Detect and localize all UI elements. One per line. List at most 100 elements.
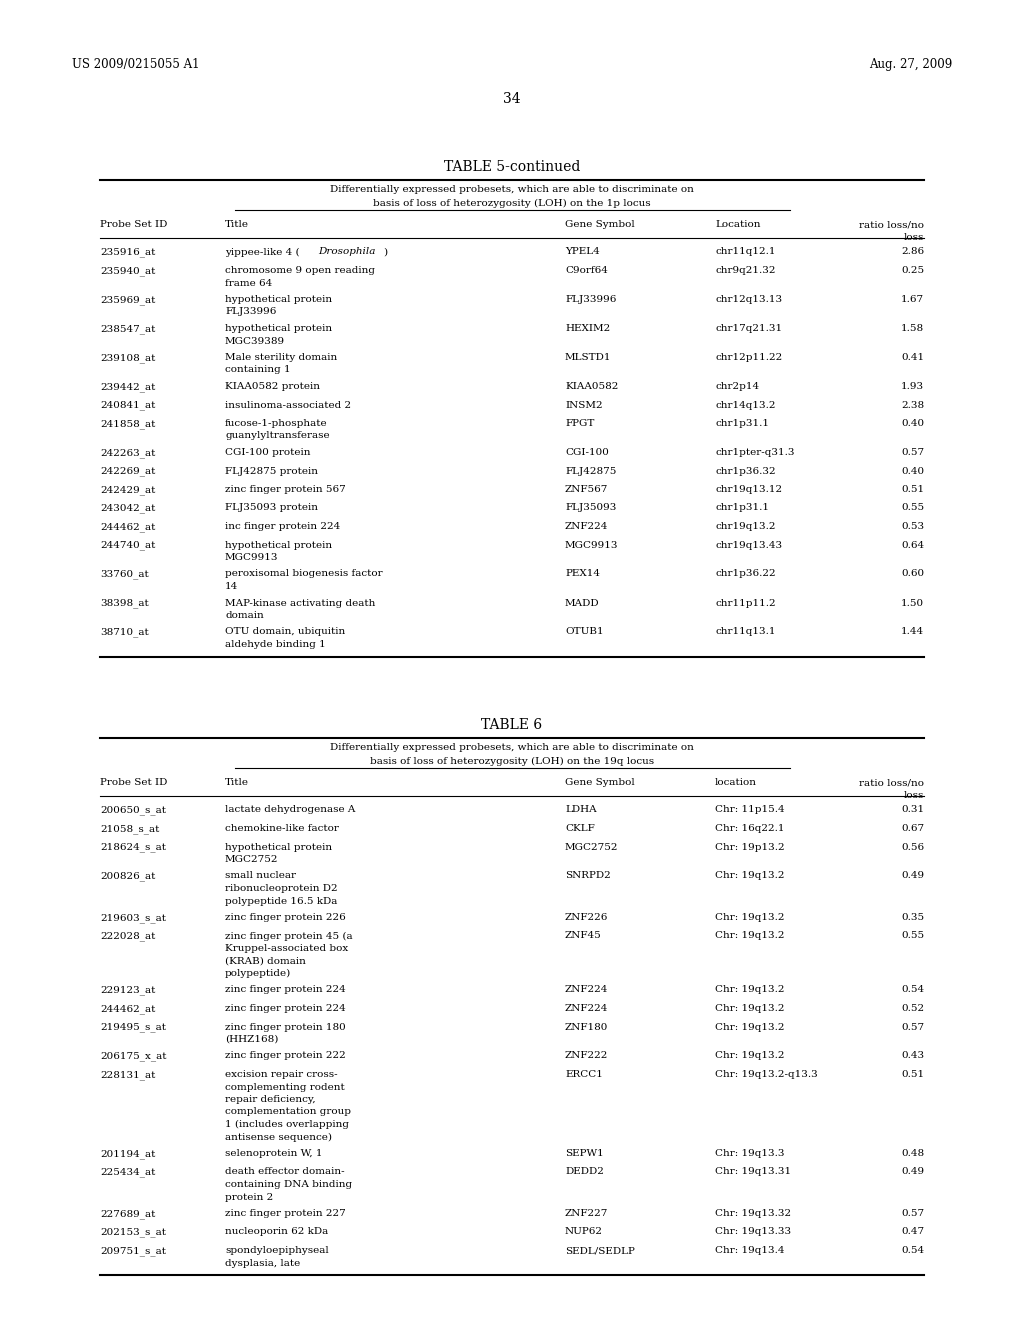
Text: 239442_at: 239442_at: [100, 381, 156, 392]
Text: 1.67: 1.67: [901, 294, 924, 304]
Text: MLSTD1: MLSTD1: [565, 352, 611, 362]
Text: chr12p11.22: chr12p11.22: [715, 352, 782, 362]
Text: SEPW1: SEPW1: [565, 1148, 604, 1158]
Text: PEX14: PEX14: [565, 569, 600, 578]
Text: antisense sequence): antisense sequence): [225, 1133, 332, 1142]
Text: ZNF567: ZNF567: [565, 484, 608, 494]
Text: guanylyltransferase: guanylyltransferase: [225, 432, 330, 441]
Text: 0.55: 0.55: [901, 932, 924, 940]
Text: zinc finger protein 180: zinc finger protein 180: [225, 1023, 346, 1031]
Text: Chr: 19q13.2: Chr: 19q13.2: [715, 986, 784, 994]
Text: (HHZ168): (HHZ168): [225, 1035, 279, 1044]
Text: FLJ42875 protein: FLJ42875 protein: [225, 466, 318, 475]
Text: 0.51: 0.51: [901, 484, 924, 494]
Text: 0.56: 0.56: [901, 842, 924, 851]
Text: MGC9913: MGC9913: [565, 540, 618, 549]
Text: 0.55: 0.55: [901, 503, 924, 512]
Text: OTU domain, ubiquitin: OTU domain, ubiquitin: [225, 627, 345, 636]
Text: aldehyde binding 1: aldehyde binding 1: [225, 640, 326, 649]
Text: 229123_at: 229123_at: [100, 986, 156, 995]
Text: lactate dehydrogenase A: lactate dehydrogenase A: [225, 805, 355, 814]
Text: 235969_at: 235969_at: [100, 294, 156, 305]
Text: chr1pter-q31.3: chr1pter-q31.3: [715, 447, 795, 457]
Text: chr1p31.1: chr1p31.1: [715, 418, 769, 428]
Text: chr19q13.43: chr19q13.43: [715, 540, 782, 549]
Text: ZNF45: ZNF45: [565, 932, 602, 940]
Text: YPEL4: YPEL4: [565, 248, 600, 256]
Text: 209751_s_at: 209751_s_at: [100, 1246, 166, 1255]
Text: ZNF226: ZNF226: [565, 913, 608, 921]
Text: US 2009/0215055 A1: US 2009/0215055 A1: [72, 58, 200, 71]
Text: 38398_at: 38398_at: [100, 598, 148, 609]
Text: Probe Set ID: Probe Set ID: [100, 777, 167, 787]
Text: ratio loss/no: ratio loss/no: [859, 220, 924, 228]
Text: MAP-kinase activating death: MAP-kinase activating death: [225, 598, 376, 607]
Text: MGC2752: MGC2752: [565, 842, 618, 851]
Text: zinc finger protein 45 (a: zinc finger protein 45 (a: [225, 932, 352, 941]
Text: 34: 34: [503, 92, 521, 106]
Text: 0.57: 0.57: [901, 447, 924, 457]
Text: CGI-100 protein: CGI-100 protein: [225, 447, 310, 457]
Text: ZNF224: ZNF224: [565, 986, 608, 994]
Text: 219603_s_at: 219603_s_at: [100, 913, 166, 923]
Text: MGC9913: MGC9913: [225, 553, 279, 562]
Text: hypothetical protein: hypothetical protein: [225, 540, 332, 549]
Text: 0.53: 0.53: [901, 521, 924, 531]
Text: ribonucleoprotein D2: ribonucleoprotein D2: [225, 884, 338, 894]
Text: 2.86: 2.86: [901, 248, 924, 256]
Text: HEXIM2: HEXIM2: [565, 323, 610, 333]
Text: Chr: 19q13.4: Chr: 19q13.4: [715, 1246, 784, 1255]
Text: selenoprotein W, 1: selenoprotein W, 1: [225, 1148, 323, 1158]
Text: TABLE 6: TABLE 6: [481, 718, 543, 733]
Text: MGC39389: MGC39389: [225, 337, 285, 346]
Text: Chr: 19q13.2: Chr: 19q13.2: [715, 913, 784, 921]
Text: Chr: 19q13.2: Chr: 19q13.2: [715, 932, 784, 940]
Text: 225434_at: 225434_at: [100, 1167, 156, 1177]
Text: chr1p36.32: chr1p36.32: [715, 466, 775, 475]
Text: 218624_s_at: 218624_s_at: [100, 842, 166, 853]
Text: chr19q13.2: chr19q13.2: [715, 521, 775, 531]
Text: death effector domain-: death effector domain-: [225, 1167, 345, 1176]
Text: chr17q21.31: chr17q21.31: [715, 323, 782, 333]
Text: 242263_at: 242263_at: [100, 447, 156, 458]
Text: 1 (includes overlapping: 1 (includes overlapping: [225, 1119, 349, 1129]
Text: frame 64: frame 64: [225, 279, 272, 288]
Text: ZNF224: ZNF224: [565, 521, 608, 531]
Text: INSM2: INSM2: [565, 400, 603, 409]
Text: 0.43: 0.43: [901, 1052, 924, 1060]
Text: 0.40: 0.40: [901, 418, 924, 428]
Text: chromosome 9 open reading: chromosome 9 open reading: [225, 267, 375, 275]
Text: Chr: 19p13.2: Chr: 19p13.2: [715, 842, 784, 851]
Text: ): ): [383, 248, 387, 256]
Text: zinc finger protein 222: zinc finger protein 222: [225, 1052, 346, 1060]
Text: hypothetical protein: hypothetical protein: [225, 842, 332, 851]
Text: Differentially expressed probesets, which are able to discriminate on: Differentially expressed probesets, whic…: [330, 185, 694, 194]
Text: 200826_at: 200826_at: [100, 871, 156, 882]
Text: small nuclear: small nuclear: [225, 871, 296, 880]
Text: ZNF222: ZNF222: [565, 1052, 608, 1060]
Text: complementation group: complementation group: [225, 1107, 351, 1117]
Text: Differentially expressed probesets, which are able to discriminate on: Differentially expressed probesets, whic…: [330, 743, 694, 752]
Text: containing 1: containing 1: [225, 366, 291, 375]
Text: 242429_at: 242429_at: [100, 484, 156, 495]
Text: 0.40: 0.40: [901, 466, 924, 475]
Text: FLJ35093 protein: FLJ35093 protein: [225, 503, 318, 512]
Text: 0.48: 0.48: [901, 1148, 924, 1158]
Text: nucleoporin 62 kDa: nucleoporin 62 kDa: [225, 1228, 329, 1237]
Text: 235940_at: 235940_at: [100, 267, 156, 276]
Text: basis of loss of heterozygosity (LOH) on the 19q locus: basis of loss of heterozygosity (LOH) on…: [370, 756, 654, 766]
Text: ZNF227: ZNF227: [565, 1209, 608, 1218]
Text: zinc finger protein 226: zinc finger protein 226: [225, 913, 346, 921]
Text: 0.52: 0.52: [901, 1005, 924, 1012]
Text: MADD: MADD: [565, 598, 600, 607]
Text: Title: Title: [225, 220, 249, 228]
Text: 200650_s_at: 200650_s_at: [100, 805, 166, 816]
Text: dysplasia, late: dysplasia, late: [225, 1258, 300, 1267]
Text: chr14q13.2: chr14q13.2: [715, 400, 775, 409]
Text: Chr: 16q22.1: Chr: 16q22.1: [715, 824, 784, 833]
Text: 0.35: 0.35: [901, 913, 924, 921]
Text: Chr: 19q13.33: Chr: 19q13.33: [715, 1228, 792, 1237]
Text: Chr: 19q13.2: Chr: 19q13.2: [715, 1005, 784, 1012]
Text: Chr: 19q13.2: Chr: 19q13.2: [715, 1023, 784, 1031]
Text: excision repair cross-: excision repair cross-: [225, 1071, 338, 1078]
